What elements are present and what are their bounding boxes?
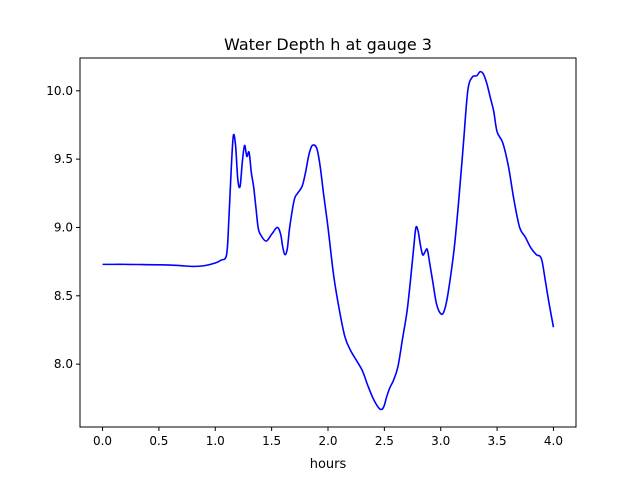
x-tick-label: 1.5	[262, 434, 281, 448]
axes-frame	[79, 57, 577, 428]
x-tick-label: 0.5	[149, 434, 168, 448]
chart-title: Water Depth h at gauge 3	[224, 35, 432, 54]
water-depth-line	[102, 70, 555, 411]
x-tick-label: 1.0	[206, 434, 225, 448]
y-tick-label: 8.0	[54, 357, 73, 371]
x-tick-label: 2.0	[318, 434, 337, 448]
plot-area: 0.0 0.5 1.0 1.5 2.0 2.5 3.0 3.5 4.0 8.0 8.5 9.0 9.5…	[46, 57, 577, 448]
x-axis-label: hours	[310, 457, 347, 472]
x-tick-label: 2.5	[375, 434, 394, 448]
y-tick-label: 8.5	[54, 289, 73, 303]
y-tick-label: 10.0	[46, 84, 73, 98]
x-axis: 0.0 0.5 1.0 1.5 2.0 2.5 3.0 3.5 4.0	[93, 427, 563, 448]
x-tick-label: 4.0	[544, 434, 563, 448]
x-tick-label: 3.5	[488, 434, 507, 448]
x-tick-label: 3.0	[431, 434, 450, 448]
y-tick-label: 9.0	[54, 220, 73, 234]
x-tick-label: 0.0	[93, 434, 112, 448]
y-tick-label: 9.5	[54, 152, 73, 166]
y-axis: 8.0 8.5 9.0 9.5 10.0	[46, 84, 80, 371]
